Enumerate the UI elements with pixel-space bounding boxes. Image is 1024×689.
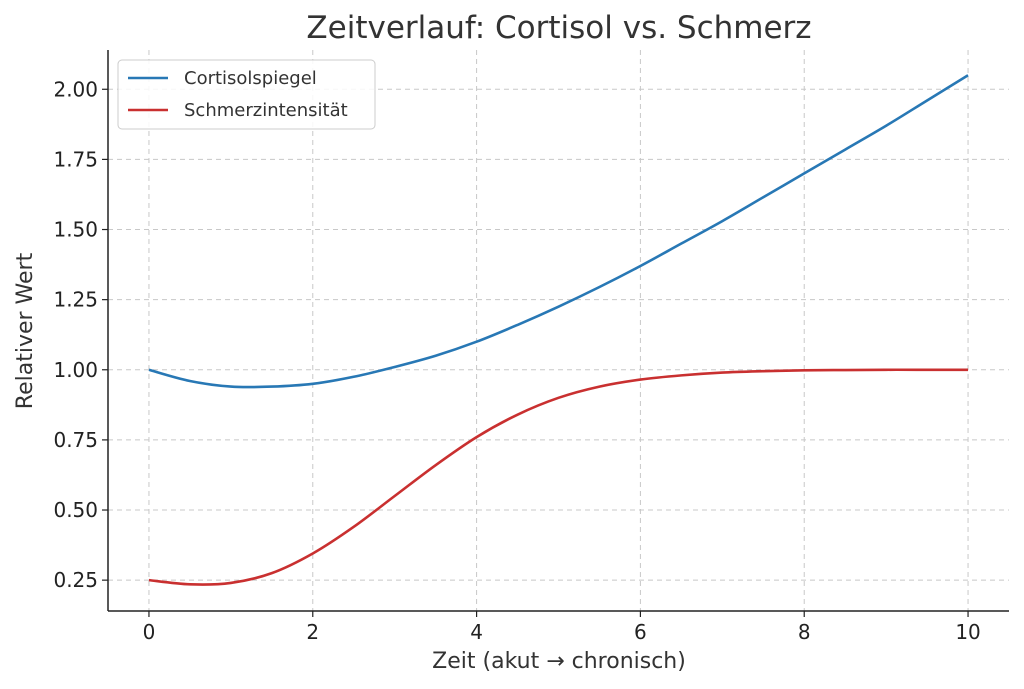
series-line-schmerzintensität [148, 368, 969, 586]
grid-layer [108, 50, 1009, 611]
y-tick-label: 1.50 [53, 218, 98, 242]
y-tick-label: 1.00 [53, 358, 98, 382]
y-tick-label: 0.50 [53, 498, 98, 522]
x-axis-label: Zeit (akut → chronisch) [432, 649, 686, 674]
series-layer [148, 74, 969, 586]
tick-layer: 0 2 4 6 8 10 0.25 0.50 0.75 1.00 1.25 1.50 1.75 2.00 [53, 77, 980, 644]
y-axis-label: Relativer Wert [13, 252, 38, 409]
legend: Cortisolspiegel Schmerzintensität [117, 59, 376, 130]
y-tick-label: 0.75 [53, 428, 98, 452]
x-tick-label: 10 [955, 620, 980, 644]
axes-layer [107, 50, 1009, 612]
x-tick-label: 4 [470, 620, 483, 644]
x-tick-label: 2 [306, 620, 319, 644]
x-tick-label: 0 [143, 620, 156, 644]
x-tick-label: 8 [798, 620, 811, 644]
y-tick-label: 1.25 [53, 288, 98, 312]
y-tick-label: 1.75 [53, 147, 98, 171]
legend-label: Schmerzintensität [184, 100, 348, 121]
x-tick-label: 6 [634, 620, 647, 644]
series-line-cortisolspiegel [148, 74, 969, 389]
chart-title: Zeitverlauf: Cortisol vs. Schmerz [306, 10, 811, 46]
legend-frame [117, 59, 376, 130]
legend-label: Cortisolspiegel [184, 68, 317, 89]
y-tick-label: 0.25 [53, 568, 98, 592]
y-tick-label: 2.00 [53, 77, 98, 101]
